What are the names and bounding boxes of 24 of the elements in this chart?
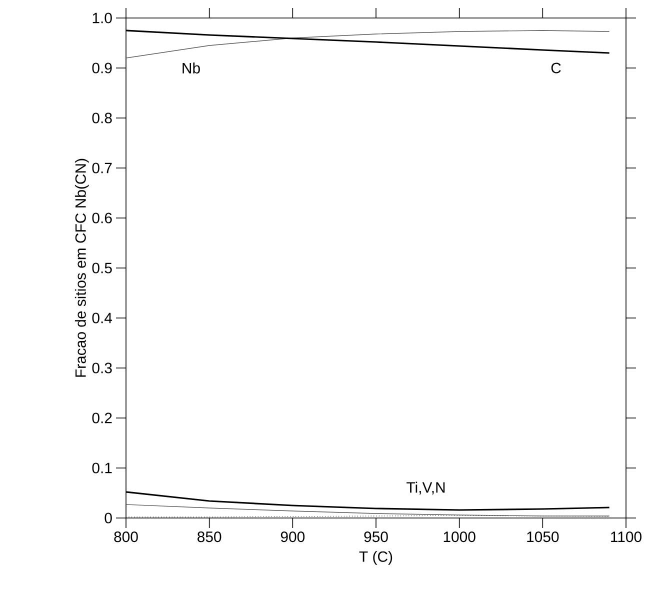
y-tick-label: 0.2: [92, 412, 112, 424]
y-tick-label: 0.7: [92, 162, 112, 174]
line-series: [126, 30, 610, 58]
y-tick-label: 0.3: [92, 362, 112, 374]
x-tick-label: 850: [198, 532, 222, 542]
y-tick-label: 0.8: [92, 112, 112, 124]
x-tick-label: 1000: [444, 532, 476, 542]
series-label: Nb: [182, 62, 200, 74]
y-axis-title: Fracao de sitios em CFC Nb(CN): [74, 158, 89, 377]
annotation: Ti,V,N: [406, 482, 445, 494]
x-tick-label: 1050: [527, 532, 559, 542]
x-tick-label: 900: [280, 532, 305, 542]
y-tick-label: 0.4: [92, 312, 112, 324]
series-label: C: [551, 62, 561, 74]
y-tick-label: 0.1: [92, 462, 112, 474]
y-tick-label: 0: [104, 512, 112, 524]
x-axis-title: T (C): [359, 550, 392, 565]
x-tick-label: 1100: [611, 532, 642, 542]
y-tick-label: 0.9: [92, 62, 112, 74]
y-tick-label: 1.0: [92, 12, 112, 24]
x-tick-label: 950: [364, 532, 388, 542]
x-tick-label: 800: [114, 532, 138, 542]
y-tick-label: 0.5: [92, 262, 112, 274]
y-tick-label: 0.6: [92, 212, 112, 224]
